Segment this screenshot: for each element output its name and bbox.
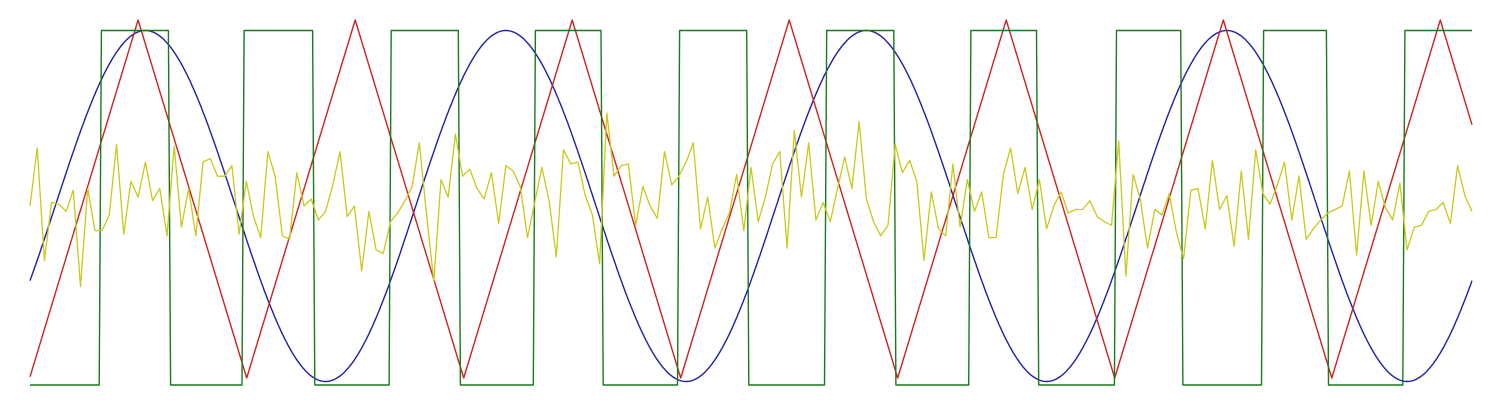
series-square-line	[30, 29, 1472, 386]
series-noise-line	[29, 112, 1473, 288]
series-triangle-line	[29, 19, 1473, 379]
series-sine-line	[29, 29, 1473, 383]
